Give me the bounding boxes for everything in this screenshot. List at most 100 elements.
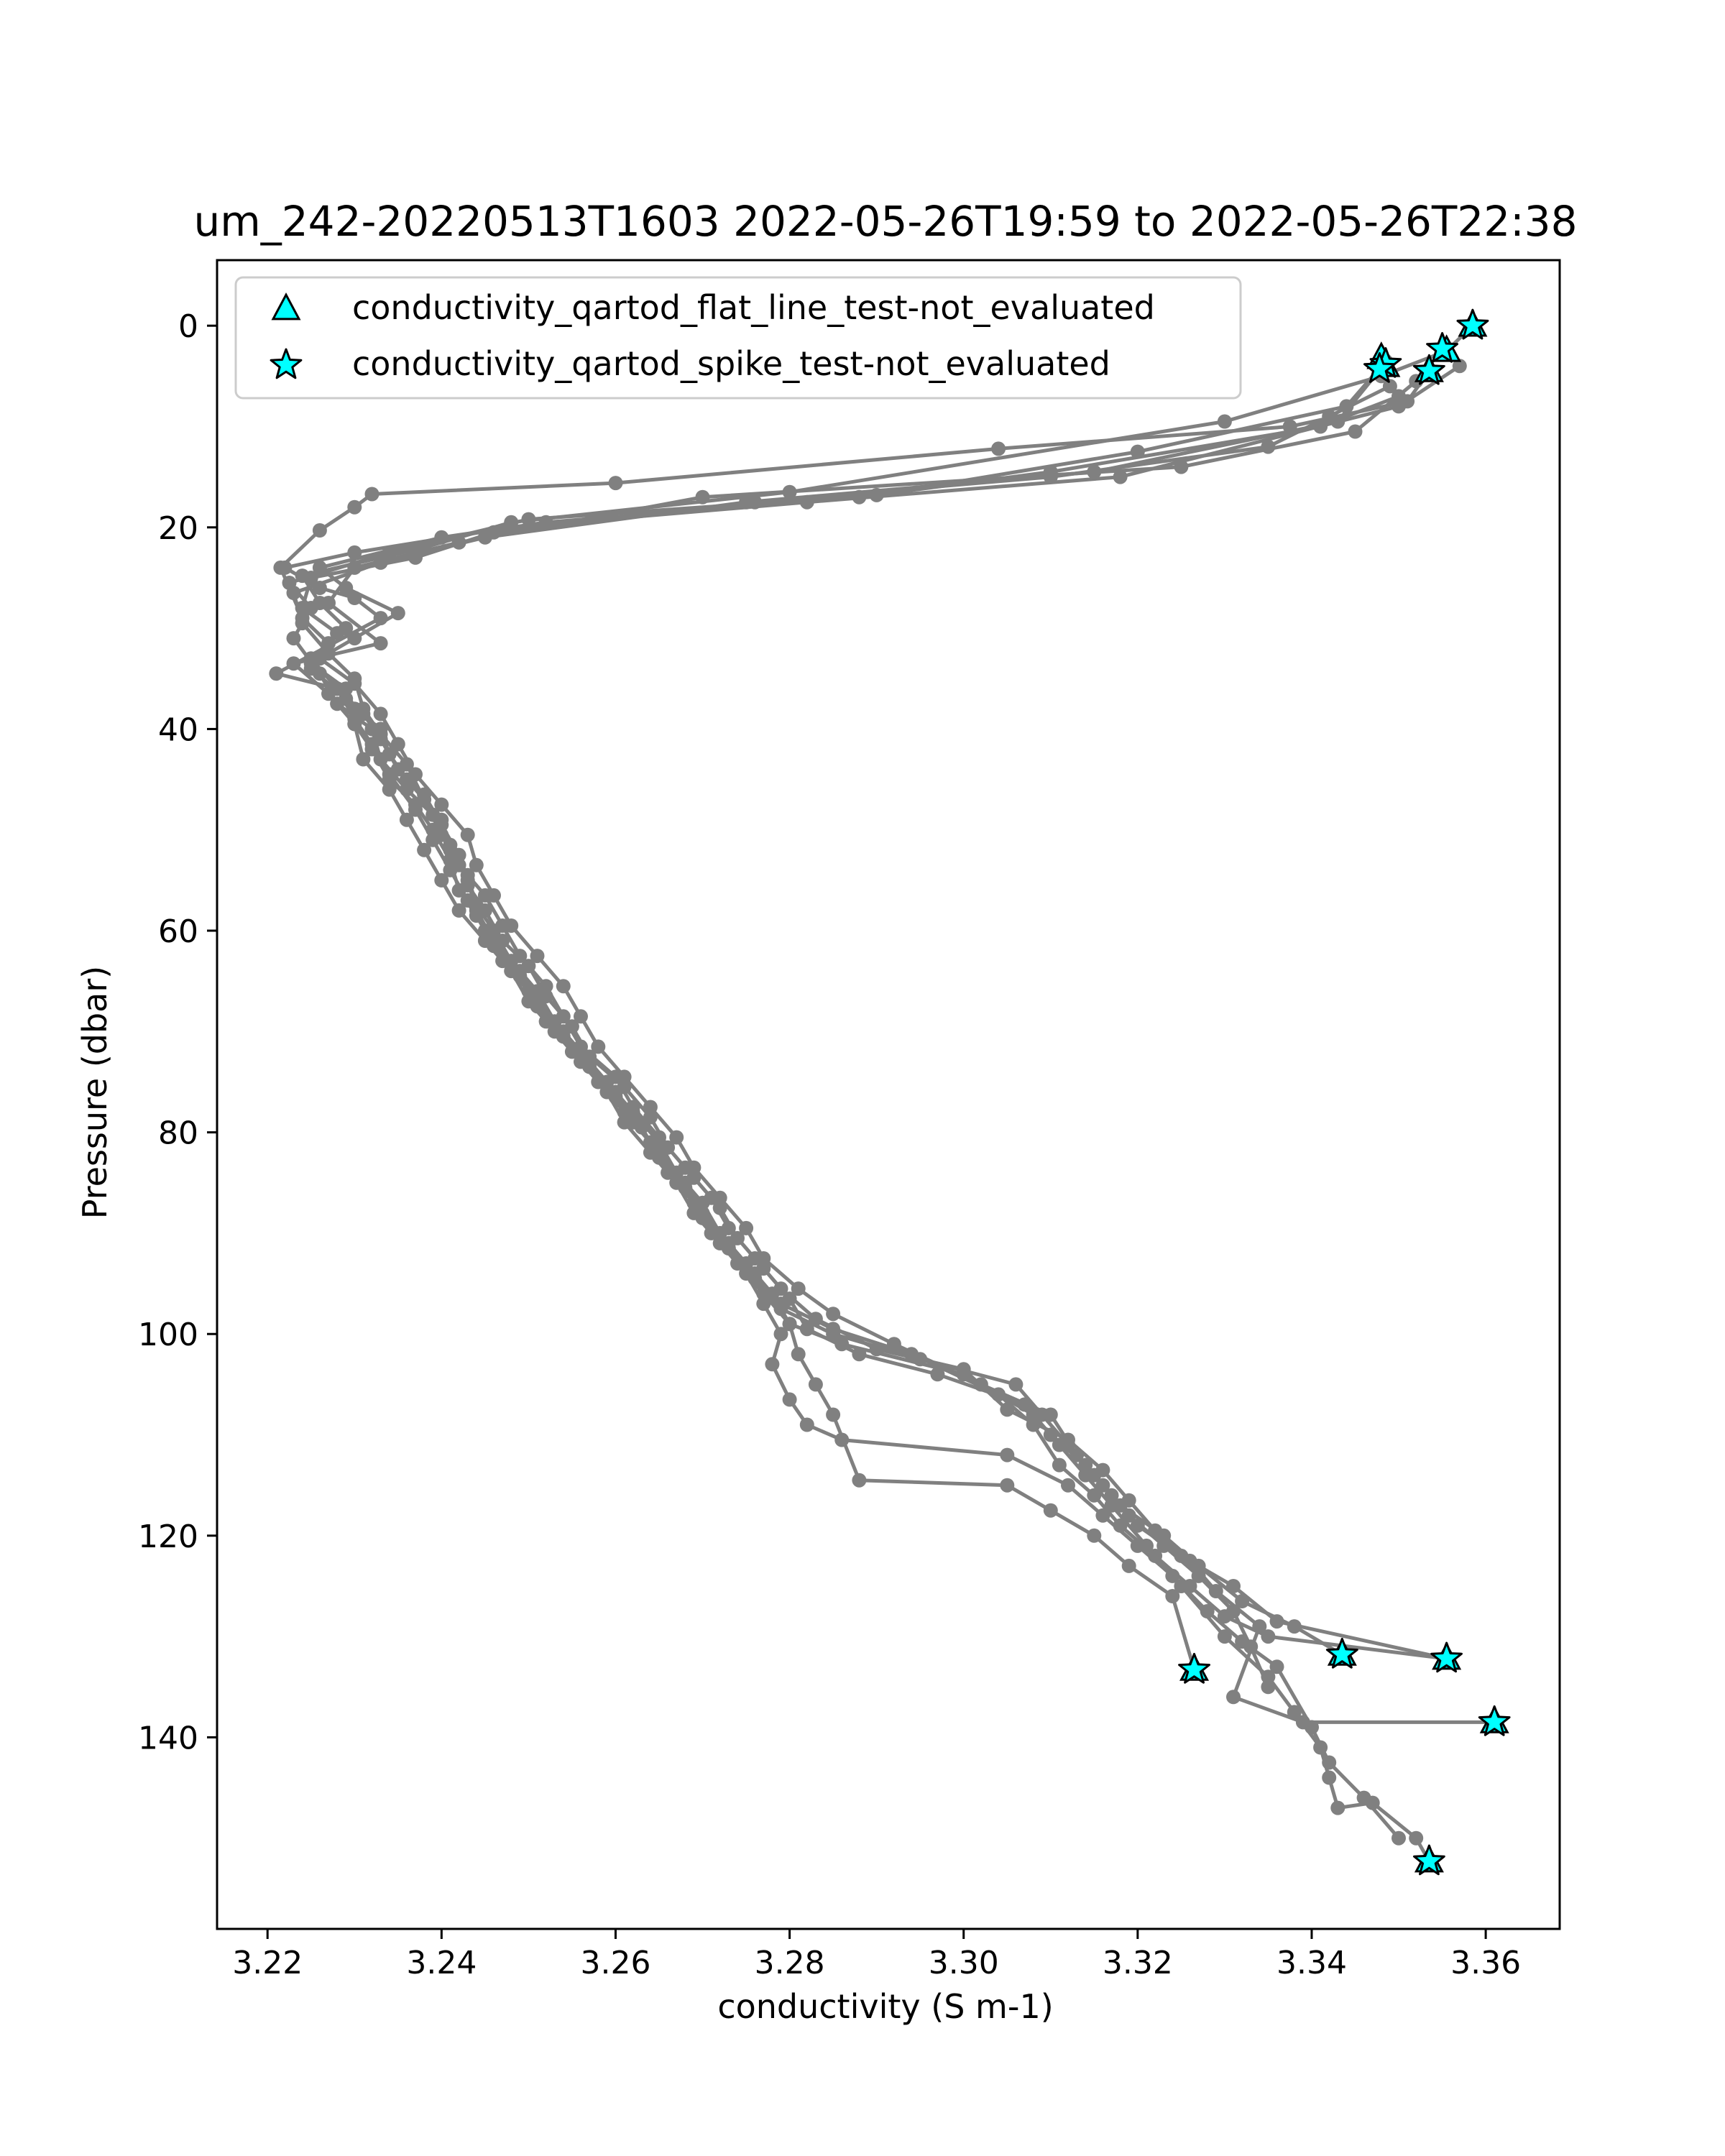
data-point <box>748 494 763 510</box>
data-point <box>1330 1800 1346 1815</box>
data-point <box>364 487 380 502</box>
data-point <box>695 1205 710 1220</box>
data-point <box>991 441 1006 456</box>
y-tick-label: 20 <box>158 510 198 547</box>
y-tick-label: 80 <box>158 1115 198 1152</box>
legend-box <box>234 276 1242 400</box>
data-point <box>303 571 318 585</box>
data-point <box>469 903 484 918</box>
data-point <box>1322 409 1337 424</box>
data-point <box>556 979 571 994</box>
data-point <box>721 1235 736 1250</box>
data-point <box>1026 1417 1041 1432</box>
data-point <box>1087 1528 1102 1543</box>
data-point <box>382 767 397 782</box>
x-tick-label: 3.34 <box>1276 1945 1347 1981</box>
data-point <box>312 666 327 681</box>
y-tick-label: 40 <box>158 711 198 748</box>
data-point <box>1121 1558 1136 1573</box>
qartod-flag-markers <box>1178 308 1511 1876</box>
y-axis-ticks: 0 20 40 60 80 100 120 140 <box>138 308 217 1756</box>
data-point <box>434 812 449 827</box>
data-point <box>277 560 293 575</box>
legend-triangle-marker <box>271 292 301 321</box>
data-point <box>773 1281 788 1296</box>
data-point <box>269 666 284 681</box>
data-point <box>582 1054 597 1069</box>
data-point <box>373 722 388 737</box>
data-point <box>678 1175 693 1190</box>
data-point <box>1226 1579 1241 1593</box>
data-point <box>834 1432 850 1447</box>
data-point <box>303 656 318 671</box>
data-point <box>1191 1568 1206 1583</box>
data-point <box>791 1347 806 1362</box>
data-point <box>1008 1377 1024 1392</box>
legend-label-flat-line: conductivity_qartod_flat_line_test-not_e… <box>352 288 1155 327</box>
data-point <box>330 626 345 641</box>
data-point <box>512 949 528 964</box>
data-point <box>443 842 458 857</box>
data-point <box>930 1367 945 1382</box>
y-tick-label: 60 <box>158 913 198 950</box>
data-point <box>1113 1518 1128 1533</box>
data-point <box>417 842 432 857</box>
data-point <box>712 1190 727 1205</box>
data-point <box>426 832 441 847</box>
data-point <box>669 1130 684 1145</box>
data-point <box>1148 1548 1163 1563</box>
data-point <box>460 827 475 842</box>
data-point <box>617 1069 632 1084</box>
legend-label-spike: conductivity_qartod_spike_test-not_evalu… <box>352 344 1110 383</box>
y-axis-label: Pressure (dbar) <box>75 966 114 1219</box>
data-point <box>530 949 545 964</box>
legend: conductivity_qartod_flat_line_test-not_e… <box>234 276 1242 400</box>
data-point <box>1356 1790 1371 1805</box>
data-point <box>408 802 423 817</box>
data-point <box>321 596 336 610</box>
legend-star-marker <box>270 348 303 379</box>
data-point <box>1392 1830 1406 1846</box>
y-tick-label: 120 <box>138 1519 198 1555</box>
data-point <box>434 530 449 545</box>
data-point <box>686 1160 702 1175</box>
data-point <box>399 772 414 787</box>
data-point <box>1165 1589 1180 1603</box>
data-point <box>1052 1437 1067 1452</box>
data-point <box>1095 1478 1110 1493</box>
data-point <box>1269 1659 1284 1674</box>
spike-flag-marker <box>1413 1844 1445 1876</box>
data-point <box>373 706 388 722</box>
data-point <box>1121 1508 1136 1523</box>
data-point <box>347 631 362 646</box>
profile-series <box>269 318 1502 1869</box>
data-point <box>1043 1407 1058 1422</box>
data-point <box>1261 1629 1276 1644</box>
data-point <box>1305 1720 1319 1735</box>
data-point <box>852 1473 867 1488</box>
data-point <box>339 681 354 696</box>
data-point <box>1226 1690 1241 1705</box>
data-point <box>339 581 354 595</box>
data-point <box>826 1307 841 1322</box>
data-point <box>399 812 414 827</box>
data-point <box>408 550 423 565</box>
data-point <box>382 747 397 762</box>
data-point <box>1156 1538 1172 1553</box>
data-point <box>799 1417 814 1432</box>
data-point <box>721 1220 736 1235</box>
data-point <box>382 782 397 797</box>
data-point <box>390 606 405 621</box>
data-point <box>347 545 362 560</box>
data-point <box>443 862 458 877</box>
x-tick-label: 3.24 <box>406 1945 477 1981</box>
data-point <box>591 1039 606 1054</box>
data-point <box>1182 1579 1197 1593</box>
data-point <box>434 872 449 888</box>
x-tick-label: 3.26 <box>580 1945 650 1981</box>
data-point <box>1026 1407 1041 1422</box>
data-point <box>1043 1503 1058 1518</box>
data-point <box>295 601 310 615</box>
data-point <box>1000 1447 1015 1462</box>
